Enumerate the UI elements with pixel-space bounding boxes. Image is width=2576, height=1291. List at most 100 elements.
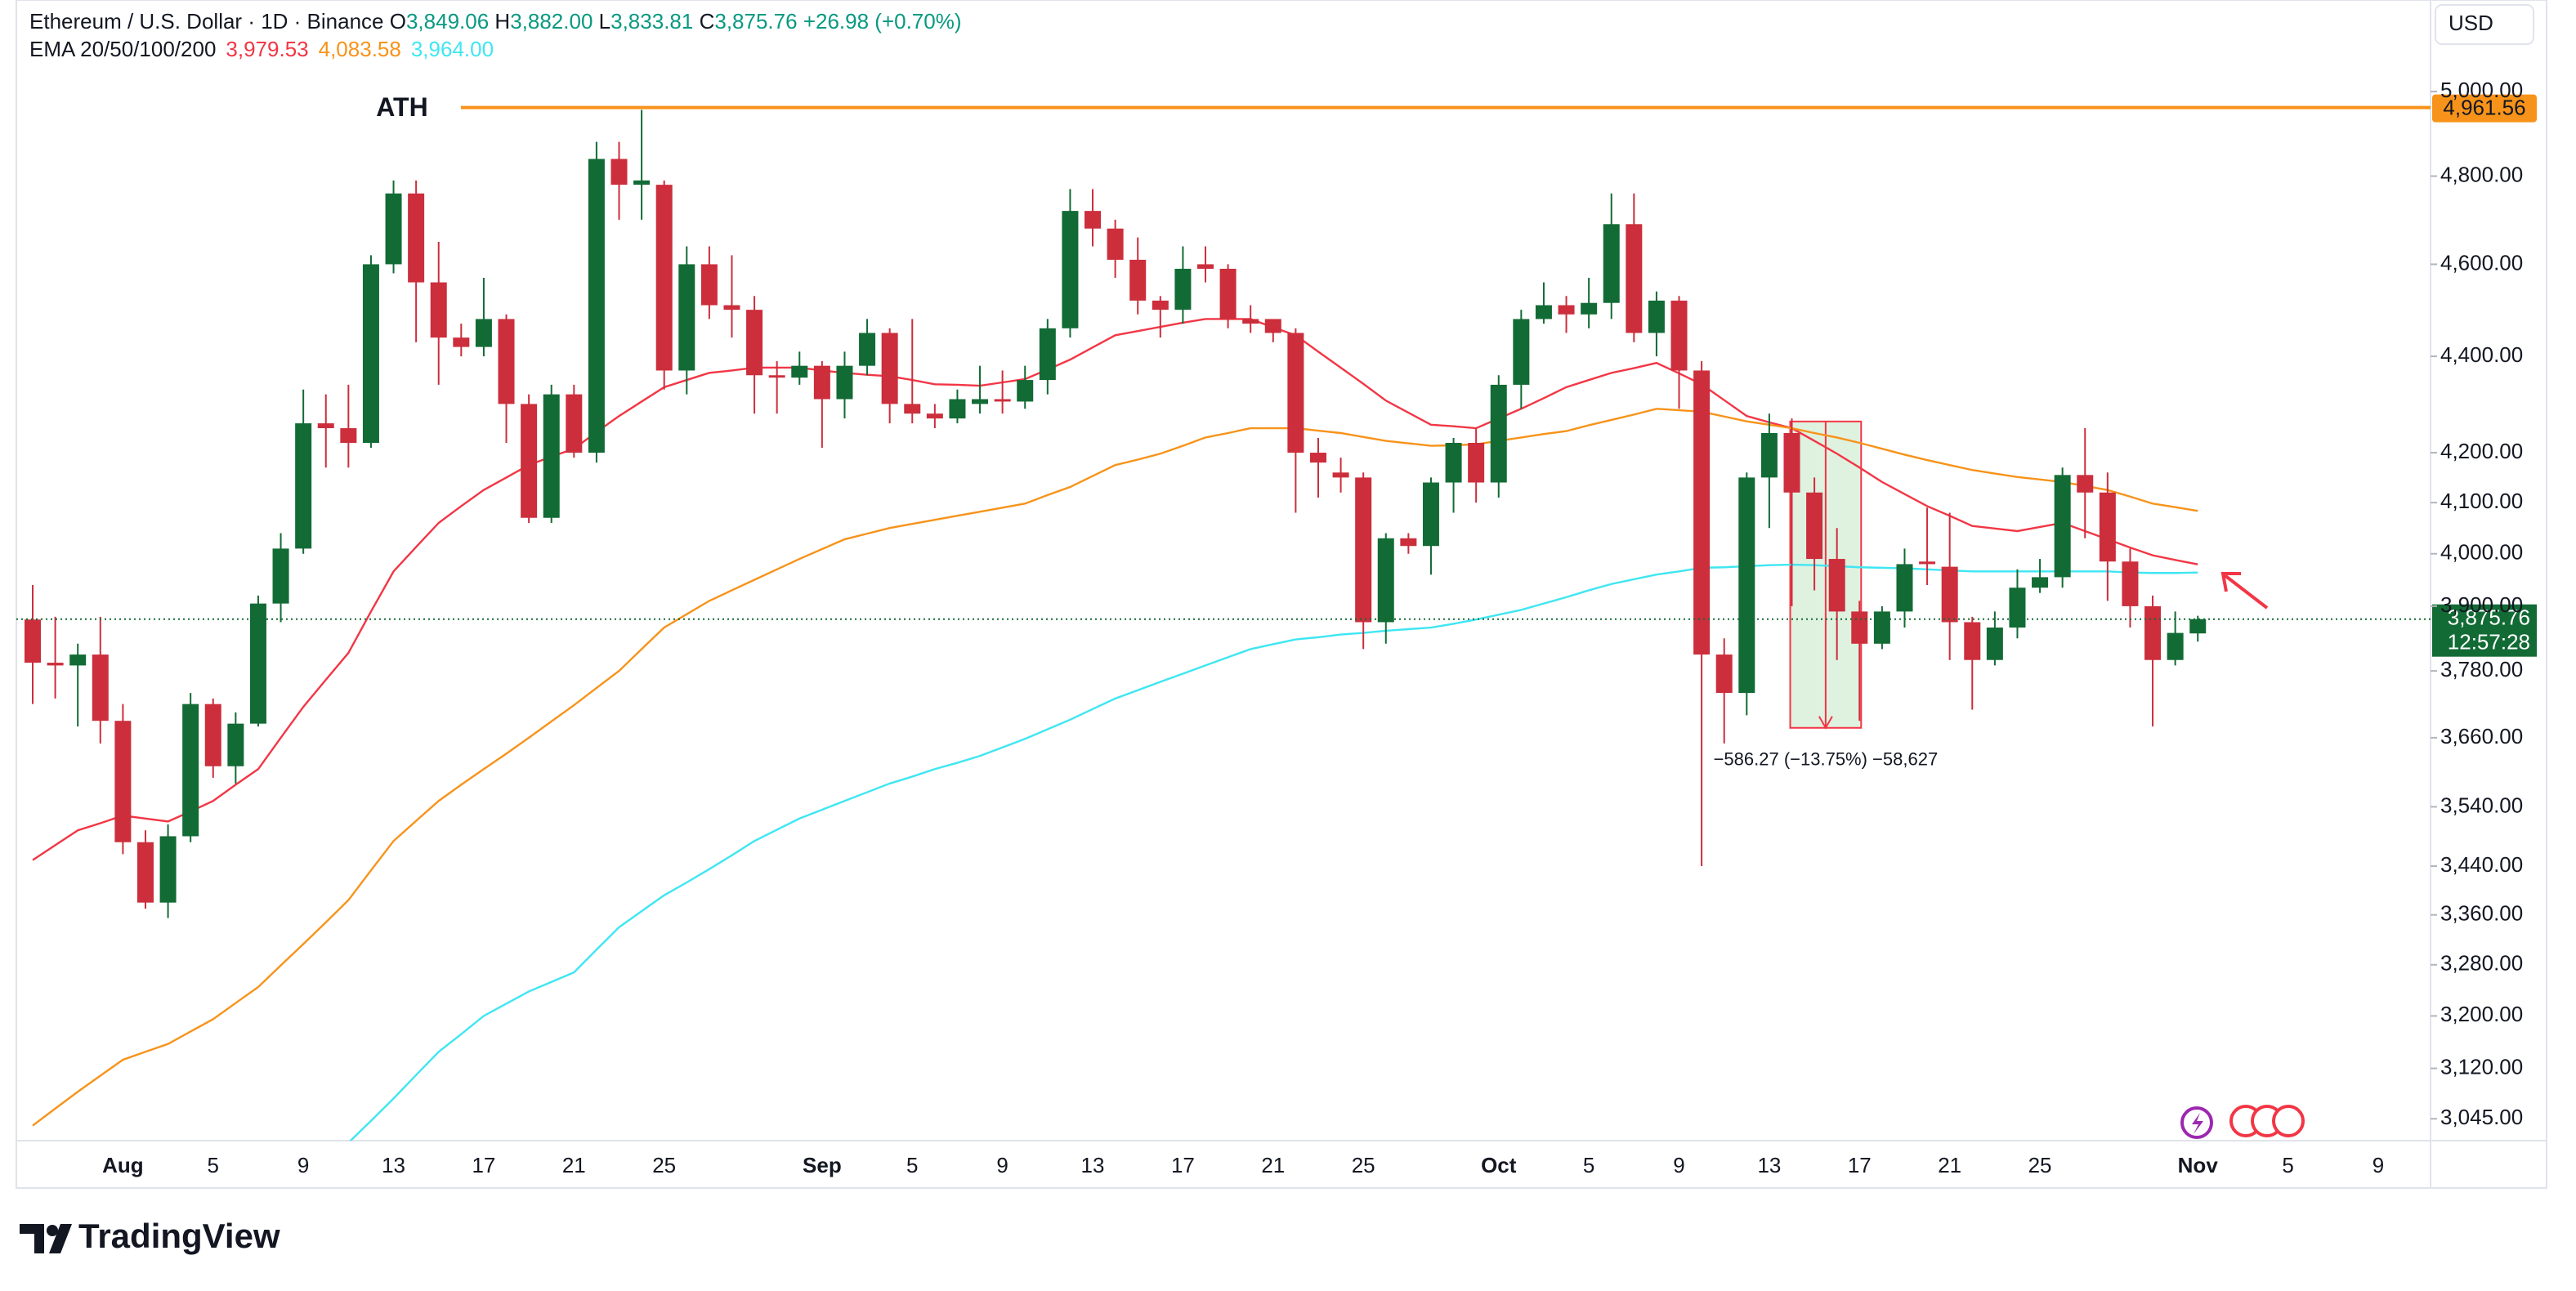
candle-body (453, 337, 470, 347)
x-tick-label: 5 (906, 1153, 918, 1177)
x-tick-label: 17 (1848, 1153, 1872, 1177)
candle-body (1828, 559, 1845, 612)
close-value: 3,875.76 (714, 9, 797, 34)
logo-mark (20, 1224, 44, 1253)
candle-body (272, 548, 289, 604)
candle-body (1670, 300, 1688, 371)
candle-body (2077, 475, 2094, 493)
high-value: 3,882.00 (510, 9, 593, 34)
candle-body (1490, 384, 1507, 483)
candle-body (881, 333, 898, 404)
measure-label: −586.27 (−13.75%) −58,627 (1714, 749, 1939, 770)
candle-body (1309, 453, 1326, 463)
candle-body (1851, 611, 1868, 644)
currency-button-frame[interactable] (2435, 4, 2534, 45)
x-tick-label: Nov (2178, 1153, 2219, 1177)
candle-body (498, 319, 515, 404)
candle-body (1377, 538, 1394, 623)
x-tick-label: 13 (1757, 1153, 1781, 1177)
candle-body (182, 704, 199, 837)
x-tick-label: 25 (2028, 1153, 2052, 1177)
countdown-label: 12:57:28 (2448, 630, 2530, 654)
candle-body (1174, 268, 1192, 310)
x-tick-label: 9 (297, 1153, 309, 1177)
y-tick-label: 4,800.00 (2440, 162, 2523, 186)
candle-body (2054, 475, 2071, 578)
candle-body (791, 365, 808, 378)
candle-body (385, 193, 402, 265)
y-tick-label: 4,000.00 (2440, 540, 2523, 565)
candle-body (813, 365, 830, 400)
candle-body (2144, 605, 2162, 660)
economic-event-icon[interactable] (2272, 1105, 2305, 1137)
candle-body (114, 721, 132, 842)
last-price-box (2432, 604, 2537, 657)
currency-button[interactable]: USD (2435, 4, 2534, 45)
candle-body (25, 619, 41, 663)
x-tick-label: 13 (382, 1153, 405, 1177)
x-tick-label: Oct (1481, 1153, 1517, 1177)
ema-line (32, 318, 2198, 861)
currency-label[interactable]: USD (2449, 11, 2493, 35)
x-tick-label: 5 (2282, 1153, 2293, 1177)
candle-body (1085, 211, 1102, 229)
x-tick-label: 9 (2373, 1153, 2384, 1177)
x-tick-label: 5 (1583, 1153, 1594, 1177)
candle-body (1039, 328, 1056, 381)
x-tick-label: 21 (562, 1153, 586, 1177)
candle-body (136, 842, 154, 903)
event-icon-glyph (2192, 1113, 2203, 1134)
low-label: L (599, 9, 610, 34)
candle-body (723, 305, 740, 310)
logo-text: TradingView (78, 1217, 280, 1255)
y-tick-label: 4,100.00 (2440, 489, 2523, 513)
ema-line (32, 408, 2198, 1127)
candle-body (926, 413, 943, 419)
x-tick-label: 5 (208, 1153, 219, 1177)
open-label: O (390, 9, 406, 34)
candle-body (1513, 319, 1530, 385)
candle-body (1468, 442, 1485, 483)
candle-body (295, 423, 312, 549)
candle-body (1626, 224, 1643, 333)
y-tick-label: 3,280.00 (2440, 951, 2523, 976)
x-tick-label: Aug (102, 1153, 144, 1177)
candle-body (543, 394, 560, 518)
high-label: H (494, 9, 510, 34)
arrow-shaft (2223, 574, 2269, 610)
candle-body (204, 704, 221, 766)
candle-body (633, 180, 651, 185)
y-tick-label: 3,200.00 (2440, 1002, 2523, 1026)
y-tick-label: 3,540.00 (2440, 793, 2523, 817)
candle-body (1355, 477, 1372, 623)
candle-body (2032, 577, 2049, 588)
candle-body (678, 264, 695, 371)
candle-body (1806, 492, 1823, 560)
y-tick-label: 3,900.00 (2440, 592, 2523, 617)
indicator-legend-line: EMA 20/50/100/200 3,979.53 4,083.58 3,964.0… (29, 37, 494, 61)
candle-body (768, 375, 785, 378)
y-tick-label: 4,600.00 (2440, 250, 2523, 275)
candle-body (1242, 319, 1259, 324)
y-tick-label: 3,440.00 (2440, 852, 2523, 877)
low-value: 3,833.81 (610, 9, 693, 34)
candle-body (1603, 224, 1620, 303)
logo-mark (49, 1224, 72, 1253)
chart-frame (16, 0, 2547, 1189)
candle-body (1648, 300, 1665, 333)
candle-body (69, 654, 87, 666)
candle-body (317, 423, 334, 429)
x-tick-label: 25 (652, 1153, 676, 1177)
candle-body (655, 185, 673, 371)
candle-body (340, 428, 357, 443)
candle-body (859, 333, 876, 366)
candle-body (1062, 211, 1079, 328)
candle-body (949, 399, 966, 419)
indicator-value: 4,083.58 (319, 37, 401, 61)
candle-body (972, 399, 989, 404)
candle-body (1152, 300, 1169, 310)
ath-label: ATH (376, 92, 427, 122)
candle-body (47, 663, 64, 666)
candle-body (1287, 333, 1304, 453)
y-tick-label: 4,400.00 (2440, 342, 2523, 367)
